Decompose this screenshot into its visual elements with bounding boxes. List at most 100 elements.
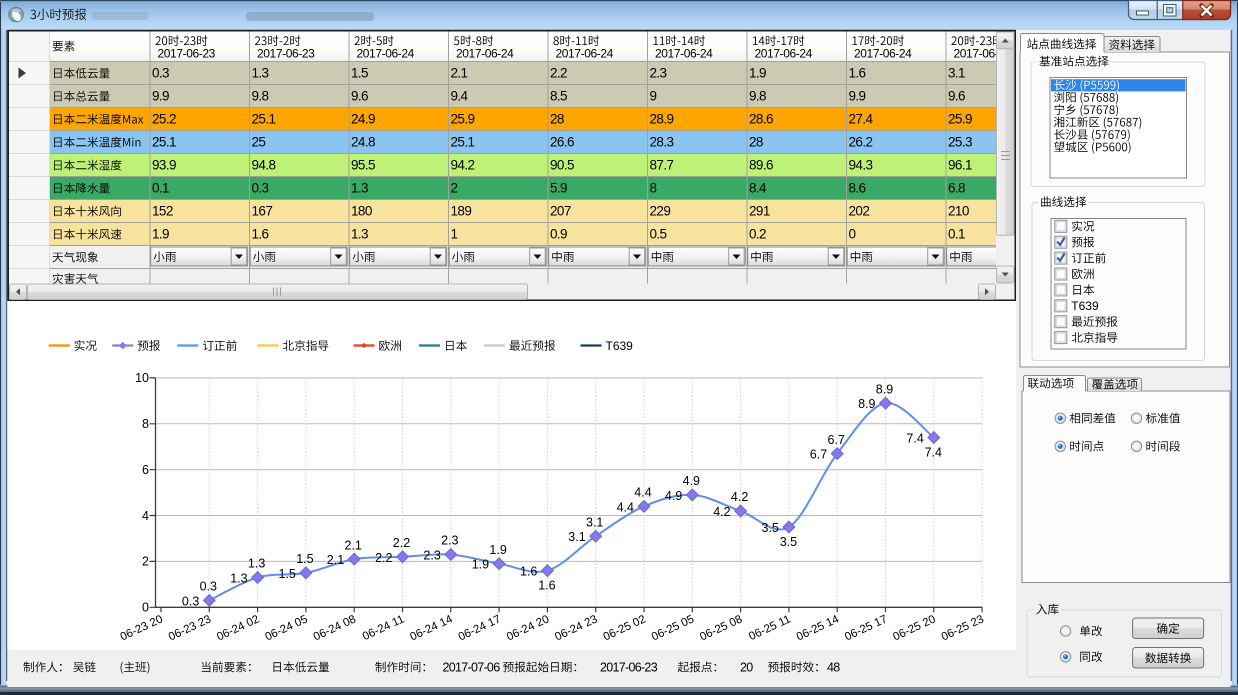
svg-text:90.5: 90.5 xyxy=(550,158,574,173)
svg-text:189: 189 xyxy=(451,204,472,219)
svg-text:0.3: 0.3 xyxy=(182,594,199,608)
svg-text:202: 202 xyxy=(849,204,870,219)
svg-text:25.1: 25.1 xyxy=(451,135,475,150)
svg-text:94.3: 94.3 xyxy=(849,158,873,173)
svg-text:1.5: 1.5 xyxy=(296,552,313,566)
svg-text:25.2: 25.2 xyxy=(152,112,176,127)
svg-text:2.1: 2.1 xyxy=(345,538,362,552)
svg-text:1.5: 1.5 xyxy=(351,66,368,81)
svg-text:48: 48 xyxy=(827,660,840,674)
svg-text:6.7: 6.7 xyxy=(810,448,827,462)
svg-text:0.5: 0.5 xyxy=(650,227,667,242)
svg-text:28.9: 28.9 xyxy=(650,112,674,127)
svg-text:89.6: 89.6 xyxy=(749,158,773,173)
svg-text:4: 4 xyxy=(142,509,149,523)
svg-text:207: 207 xyxy=(550,204,571,219)
svg-text:9.8: 9.8 xyxy=(749,89,766,104)
svg-text:4.9: 4.9 xyxy=(665,489,682,503)
svg-text:1.3: 1.3 xyxy=(351,227,368,242)
svg-text:28: 28 xyxy=(550,112,564,127)
svg-text:152: 152 xyxy=(152,204,173,219)
svg-text:28.6: 28.6 xyxy=(749,112,773,127)
svg-text:3.1: 3.1 xyxy=(948,66,965,81)
svg-text:27.4: 27.4 xyxy=(849,112,874,127)
svg-text:1.3: 1.3 xyxy=(248,557,265,571)
svg-text:93.9: 93.9 xyxy=(152,158,176,173)
svg-text:2: 2 xyxy=(142,555,149,569)
svg-text:2: 2 xyxy=(451,181,458,196)
svg-text:1.3: 1.3 xyxy=(252,66,269,81)
svg-text:3.5: 3.5 xyxy=(780,535,797,549)
svg-text:7.4: 7.4 xyxy=(906,432,923,446)
svg-text:0.2: 0.2 xyxy=(749,227,766,242)
svg-text:1.9: 1.9 xyxy=(152,227,169,242)
svg-text:2017-06-23: 2017-06-23 xyxy=(158,47,216,61)
svg-text:8.9: 8.9 xyxy=(858,397,875,411)
svg-text:0.3: 0.3 xyxy=(252,181,269,196)
svg-text:24.9: 24.9 xyxy=(351,112,375,127)
svg-text:8.6: 8.6 xyxy=(849,181,866,196)
svg-text:229: 229 xyxy=(650,204,671,219)
svg-text:26.2: 26.2 xyxy=(849,135,873,150)
svg-text:0: 0 xyxy=(142,601,149,615)
svg-text:0.1: 0.1 xyxy=(948,227,965,242)
svg-text:4.4: 4.4 xyxy=(617,500,634,514)
svg-text:9.9: 9.9 xyxy=(152,89,169,104)
svg-text:2.2: 2.2 xyxy=(393,536,410,550)
svg-text:10: 10 xyxy=(135,371,149,385)
svg-text:2.1: 2.1 xyxy=(451,66,468,81)
svg-text:24.8: 24.8 xyxy=(351,135,375,150)
svg-text:4.2: 4.2 xyxy=(713,505,730,519)
svg-text:2.2: 2.2 xyxy=(550,66,567,81)
svg-text:6.8: 6.8 xyxy=(948,181,965,196)
svg-text:8: 8 xyxy=(650,181,657,196)
svg-text:3.5: 3.5 xyxy=(762,521,779,535)
svg-text:87.7: 87.7 xyxy=(650,158,674,173)
svg-text:94.8: 94.8 xyxy=(252,158,276,173)
svg-text:1.9: 1.9 xyxy=(749,66,766,81)
svg-text:4.2: 4.2 xyxy=(731,490,748,504)
svg-text:8.4: 8.4 xyxy=(749,181,767,196)
svg-text:26.6: 26.6 xyxy=(550,135,574,150)
svg-text:0.3: 0.3 xyxy=(200,580,217,594)
svg-text:25: 25 xyxy=(252,135,266,150)
svg-text:2017-06-23: 2017-06-23 xyxy=(257,47,315,61)
svg-text:0: 0 xyxy=(849,227,856,242)
svg-text:2017-06-24: 2017-06-24 xyxy=(655,47,713,61)
svg-text:1.5: 1.5 xyxy=(279,567,296,581)
svg-text:2017-06-23: 2017-06-23 xyxy=(600,660,658,674)
svg-text:2017-06-24: 2017-06-24 xyxy=(755,47,813,61)
svg-text:3.1: 3.1 xyxy=(586,515,603,529)
svg-text:25.9: 25.9 xyxy=(451,112,475,127)
svg-text:T639: T639 xyxy=(606,339,634,353)
svg-text:4.9: 4.9 xyxy=(683,474,700,488)
svg-text:2.1: 2.1 xyxy=(327,553,344,567)
svg-text:167: 167 xyxy=(252,204,273,219)
svg-text:25.3: 25.3 xyxy=(948,135,972,150)
svg-text:210: 210 xyxy=(948,204,969,219)
svg-text:28.3: 28.3 xyxy=(650,135,674,150)
svg-text:0.9: 0.9 xyxy=(550,227,567,242)
svg-text:28: 28 xyxy=(749,135,763,150)
svg-text:9.6: 9.6 xyxy=(948,89,965,104)
svg-text:25.1: 25.1 xyxy=(152,135,176,150)
svg-text:1.6: 1.6 xyxy=(538,579,555,593)
svg-text:180: 180 xyxy=(351,204,372,219)
svg-text:1.3: 1.3 xyxy=(230,571,247,585)
svg-text:T639: T639 xyxy=(1071,299,1099,313)
svg-text:2017-06-24: 2017-06-24 xyxy=(456,47,514,61)
svg-text:1.9: 1.9 xyxy=(472,558,489,572)
svg-text:25.9: 25.9 xyxy=(948,112,972,127)
svg-text:2017-06-24: 2017-06-24 xyxy=(357,47,415,61)
svg-text:20: 20 xyxy=(740,660,753,674)
svg-text:6: 6 xyxy=(142,463,149,477)
svg-text:2017-06-24: 2017-06-24 xyxy=(556,47,614,61)
svg-text:8.9: 8.9 xyxy=(876,382,893,396)
svg-text:9.4: 9.4 xyxy=(451,89,469,104)
svg-text:9.6: 9.6 xyxy=(351,89,368,104)
svg-text:96.1: 96.1 xyxy=(948,158,972,173)
svg-text:9.9: 9.9 xyxy=(849,89,866,104)
svg-text:291: 291 xyxy=(749,204,770,219)
svg-text:1.9: 1.9 xyxy=(489,543,506,557)
svg-text:2.3: 2.3 xyxy=(650,66,667,81)
